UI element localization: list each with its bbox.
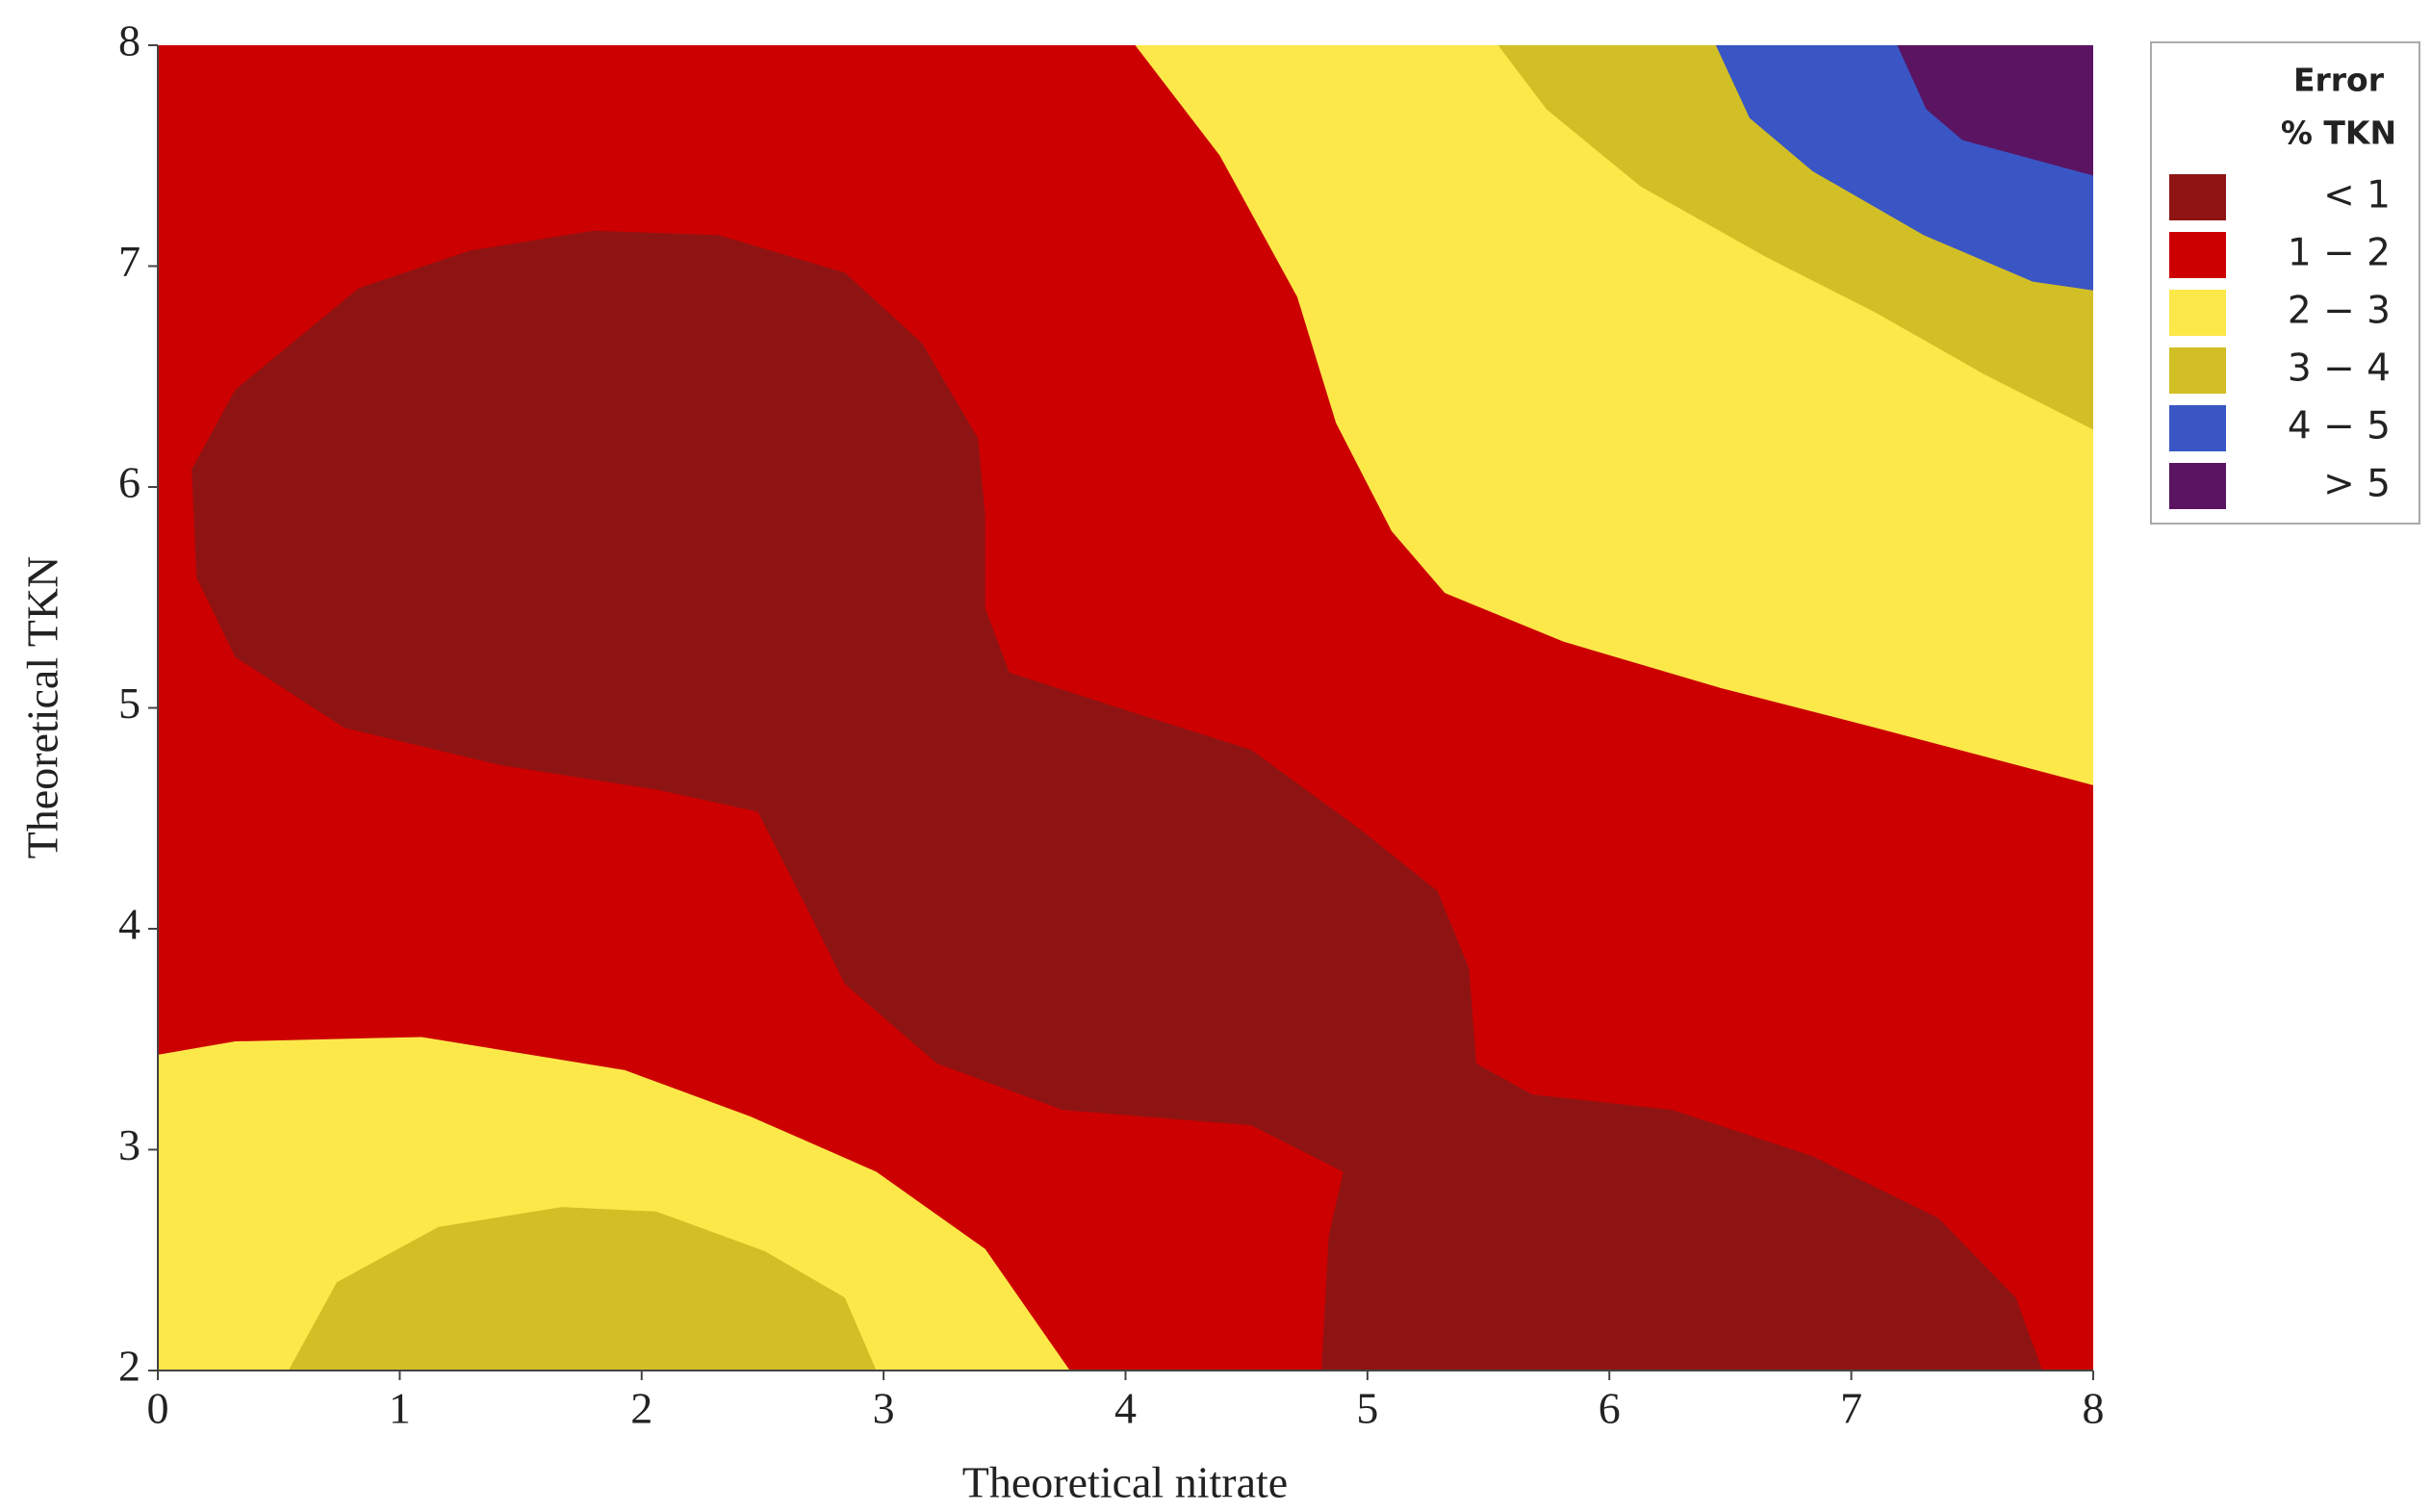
legend-label: > 5: [2323, 463, 2391, 506]
x-tick-label: 3: [873, 1384, 895, 1433]
y-tick-label: 8: [118, 16, 141, 65]
x-tick-label: 5: [1356, 1384, 1378, 1433]
legend-label: 4 − 5: [2288, 405, 2391, 448]
x-tick-label: 1: [389, 1384, 411, 1433]
legend-title: Error: [2293, 62, 2385, 99]
y-axis-label: Theoretical TKN: [18, 556, 67, 859]
x-tick-label: 0: [147, 1384, 169, 1433]
contour-region: [288, 1207, 877, 1371]
legend-label: 3 − 4: [2288, 347, 2391, 391]
legend-swatch: [2169, 463, 2226, 509]
y-tick-label: 4: [118, 900, 141, 949]
legend-swatch: [2169, 174, 2226, 220]
legend-swatch: [2169, 290, 2226, 336]
legend-swatch: [2169, 347, 2226, 394]
contour-region: [1897, 45, 2093, 176]
legend-swatch: [2169, 405, 2226, 451]
legend-label: 2 − 3: [2288, 290, 2391, 333]
legend-label: 1 − 2: [2288, 232, 2391, 275]
y-tick-label: 3: [118, 1120, 141, 1169]
contour-region: [192, 230, 2043, 1371]
legend-swatch: [2169, 232, 2226, 278]
x-tick-label: 8: [2083, 1384, 2105, 1433]
x-tick-label: 6: [1599, 1384, 1621, 1433]
plot-area: [158, 45, 2093, 1371]
y-tick-label: 2: [118, 1342, 141, 1391]
legend-title: % TKN: [2281, 115, 2396, 152]
legend-label: < 1: [2323, 174, 2391, 218]
x-tick-label: 2: [630, 1384, 653, 1433]
y-tick-label: 7: [118, 237, 141, 286]
y-tick-label: 5: [118, 679, 141, 728]
x-tick-label: 4: [1114, 1384, 1137, 1433]
x-axis-label: Theoretical nitrate: [962, 1458, 1288, 1507]
x-tick-label: 7: [1840, 1384, 1862, 1433]
y-tick-label: 6: [118, 458, 141, 507]
